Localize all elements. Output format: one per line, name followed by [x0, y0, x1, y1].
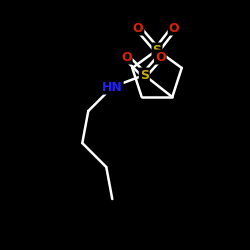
Text: S: S: [152, 44, 162, 57]
Text: S: S: [140, 68, 149, 82]
Text: O: O: [169, 22, 179, 35]
Text: HN: HN: [102, 80, 123, 94]
Text: O: O: [133, 22, 143, 35]
Text: O: O: [155, 50, 166, 64]
Text: O: O: [121, 50, 132, 64]
